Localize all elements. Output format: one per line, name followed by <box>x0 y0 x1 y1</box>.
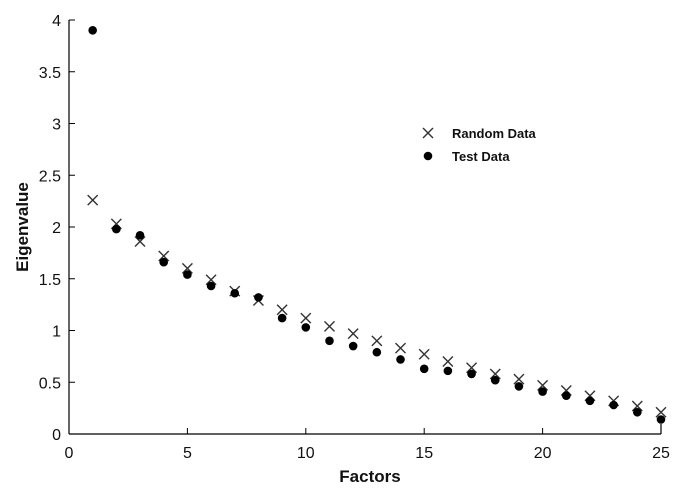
test-data-point <box>206 281 216 291</box>
test-data-point <box>467 369 476 379</box>
x-tick-label: 25 <box>652 445 670 462</box>
test-data-point <box>183 270 192 279</box>
y-tick-label: 1.5 <box>39 272 61 289</box>
data-series <box>87 26 667 424</box>
y-tick-label: 0.5 <box>39 375 61 392</box>
random-data-point <box>631 400 643 412</box>
test-data-point <box>419 364 429 374</box>
random-data-point <box>87 194 99 206</box>
test-data-point <box>514 382 524 391</box>
test-data-point <box>254 293 263 302</box>
legend-entry: Random Data <box>422 126 537 141</box>
x-tick-label: 10 <box>297 445 315 462</box>
random-data-point <box>347 328 359 340</box>
test-data-point <box>396 355 405 364</box>
test-data-point <box>561 391 571 401</box>
legend-entry: Test Data <box>423 149 510 164</box>
test-data-point <box>112 224 121 234</box>
random-data-point <box>371 335 383 347</box>
y-tick-label: 2 <box>52 220 61 237</box>
y-axis-title: Eigenvalue <box>13 182 32 272</box>
random-data-point <box>513 373 525 385</box>
test-data-point <box>230 288 240 298</box>
random-data-point <box>466 362 478 374</box>
y-tick-label: 0 <box>52 427 61 444</box>
y-tick-label: 4 <box>52 13 61 30</box>
test-data-point <box>159 257 169 267</box>
random-data-point <box>276 304 288 316</box>
x-tick-label: 0 <box>65 445 74 462</box>
legend: Random Data Test Data <box>422 126 537 164</box>
legend-dot-marker <box>423 151 433 161</box>
test-data-point <box>490 375 500 385</box>
test-data-point <box>88 26 97 35</box>
legend-label: Test Data <box>452 149 510 164</box>
random-data-point <box>205 274 217 286</box>
x-axis-title: Factors <box>339 467 400 486</box>
test-data-point <box>372 347 382 357</box>
test-data-point <box>277 313 287 323</box>
test-data-point <box>656 415 666 424</box>
x-tick-label: 20 <box>534 445 552 462</box>
random-data-point <box>395 342 407 354</box>
legend-label: Random Data <box>452 126 537 141</box>
x-tick-label: 15 <box>415 445 433 462</box>
y-tick-label: 3 <box>52 117 61 134</box>
random-data-point <box>442 356 454 368</box>
axes <box>68 20 662 435</box>
random-data-point <box>181 262 193 274</box>
legend-x-marker <box>422 127 434 139</box>
y-tick-label: 1 <box>52 324 61 341</box>
x-tick-label: 5 <box>183 445 192 462</box>
test-data-point <box>348 341 358 351</box>
test-data-point <box>538 387 547 396</box>
test-data-point <box>443 366 453 376</box>
series-test-data <box>88 26 666 424</box>
y-tick-label: 3.5 <box>39 65 61 82</box>
axis-ticks: 0 0.5 1 1.5 2 2.5 3 3.5 4 0 5 10 15 20 25 <box>39 13 670 462</box>
random-data-point <box>300 312 312 324</box>
test-data-point <box>135 230 145 240</box>
test-data-point <box>325 336 334 346</box>
random-data-point <box>655 406 667 418</box>
random-data-point <box>537 379 549 391</box>
test-data-point <box>585 396 595 406</box>
random-data-point <box>418 348 430 360</box>
random-data-point <box>323 320 335 332</box>
test-data-point <box>633 407 642 417</box>
test-data-point <box>301 323 311 332</box>
random-data-point <box>134 235 146 247</box>
test-data-point <box>609 400 618 410</box>
series-random-data <box>87 194 667 418</box>
y-tick-label: 2.5 <box>39 168 61 185</box>
random-data-point <box>489 368 501 380</box>
random-data-point <box>158 250 170 262</box>
